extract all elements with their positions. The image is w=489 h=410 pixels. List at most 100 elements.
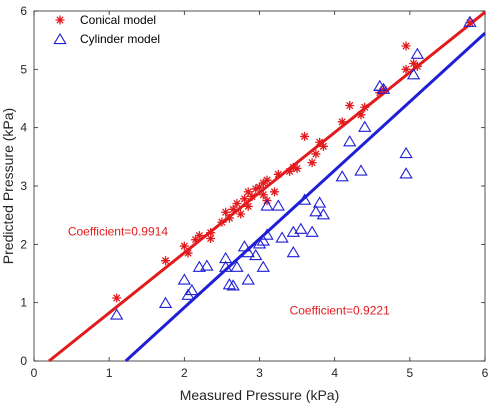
cylinder-point [406,68,421,80]
conical-point [356,110,366,120]
cylinder-point [185,283,199,296]
conical-point [206,234,216,243]
cylinder-point [354,164,368,176]
conical-point [273,169,283,179]
cylinder-point [399,167,413,179]
conical-point [221,207,231,217]
cylinder-point [110,308,124,320]
cylinder-point [226,279,240,291]
coefficient-annotation: Coefficient=0.9914 [68,225,169,239]
conical-point [228,204,238,214]
conical-point [285,166,295,176]
conical-point [191,235,201,245]
cylinder-point [286,225,300,237]
cylinder-point [343,135,357,147]
conical-point [311,149,321,159]
y-tick-label: 2 [20,237,27,251]
cylinder-point [312,196,327,208]
y-tick-label: 0 [20,354,27,368]
conical-point [251,184,261,194]
x-tick-label: 6 [482,366,489,380]
coefficient-annotation: Coefficient=0.9221 [290,303,391,317]
cylinder-point [237,240,252,252]
y-axis-label: Predicted Pressure (kPa) [0,108,16,264]
cylinder-point [252,237,267,249]
legend-marker-cylinder [53,32,67,45]
x-tick-label: 2 [181,366,188,380]
conical-point [243,187,253,197]
conical-point [288,162,298,172]
y-tick-label: 5 [20,62,27,76]
conical-point [270,187,280,197]
cylinder-point [249,248,263,261]
legend: Conical model Cylinder model [53,13,160,46]
cylinder-point [200,259,214,271]
cylinder-point [410,47,425,59]
cylinder-point [260,228,274,240]
conical-point [239,194,249,204]
cylinder-point [305,225,319,237]
conical-point [465,18,475,28]
x-tick-label: 3 [256,366,263,380]
conical-point [224,213,234,223]
annotations-layer: Coefficient=0.9914 Coefficient=0.9221 [68,225,390,318]
cylinder-point [271,199,285,211]
conical-point [232,199,242,208]
conical-point [412,61,422,71]
cylinder-point [463,15,477,27]
conical-point [292,164,302,173]
legend-label: Conical model [80,13,156,27]
cylinder-point [241,273,255,285]
conical-point [360,102,370,112]
conical-point [337,117,347,127]
conical-point [401,64,411,74]
conical-point [183,248,193,258]
cylinder-point [256,260,270,272]
x-tick-label: 5 [406,366,413,380]
conical-point [161,256,171,266]
conical-point [258,190,268,200]
x-tick-label: 0 [31,366,38,380]
cylinder-point [260,199,274,211]
conical-point [315,137,325,147]
y-tick-label: 1 [20,296,27,310]
fit-line [124,32,487,363]
cylinder-point [335,170,349,182]
conical-point [379,85,389,95]
x-axis-label: Measured Pressure (kPa) [180,387,340,403]
conical-point [345,101,355,110]
conical-point [236,209,246,219]
cylinder-point [158,296,173,308]
conical-point [217,217,227,227]
conical-point [307,158,317,168]
y-tick-label: 3 [20,179,27,193]
x-tick-label: 1 [106,366,113,380]
legend-label: Cylinder model [80,32,160,46]
cylinder-point [230,260,244,272]
conical-point [262,175,272,185]
cylinder-point [399,146,413,159]
conical-point [243,201,253,211]
conical-point [112,293,122,303]
conical-point [206,228,216,238]
y-tick-label: 6 [20,4,27,18]
cylinder-point [256,234,270,246]
y-tick-label: 4 [20,121,27,135]
cylinder-point [376,82,391,94]
conical-point [247,192,257,201]
points-layer [110,15,477,320]
legend-marker-conical [55,15,65,25]
axes-layer: 0 1 2 3 4 5 6 0 1 2 3 4 5 6 Measured Pressure (kPa) Pre… [0,4,489,403]
cylinder-point [219,251,233,264]
cylinder-point [294,222,308,234]
cylinder-point [275,231,289,243]
conical-point [318,141,328,151]
cylinder-point [309,205,323,217]
conical-point [375,88,385,98]
conical-point [194,231,204,241]
cylinder-point [192,260,207,272]
conical-point [258,178,268,188]
cylinder-point [241,246,255,258]
